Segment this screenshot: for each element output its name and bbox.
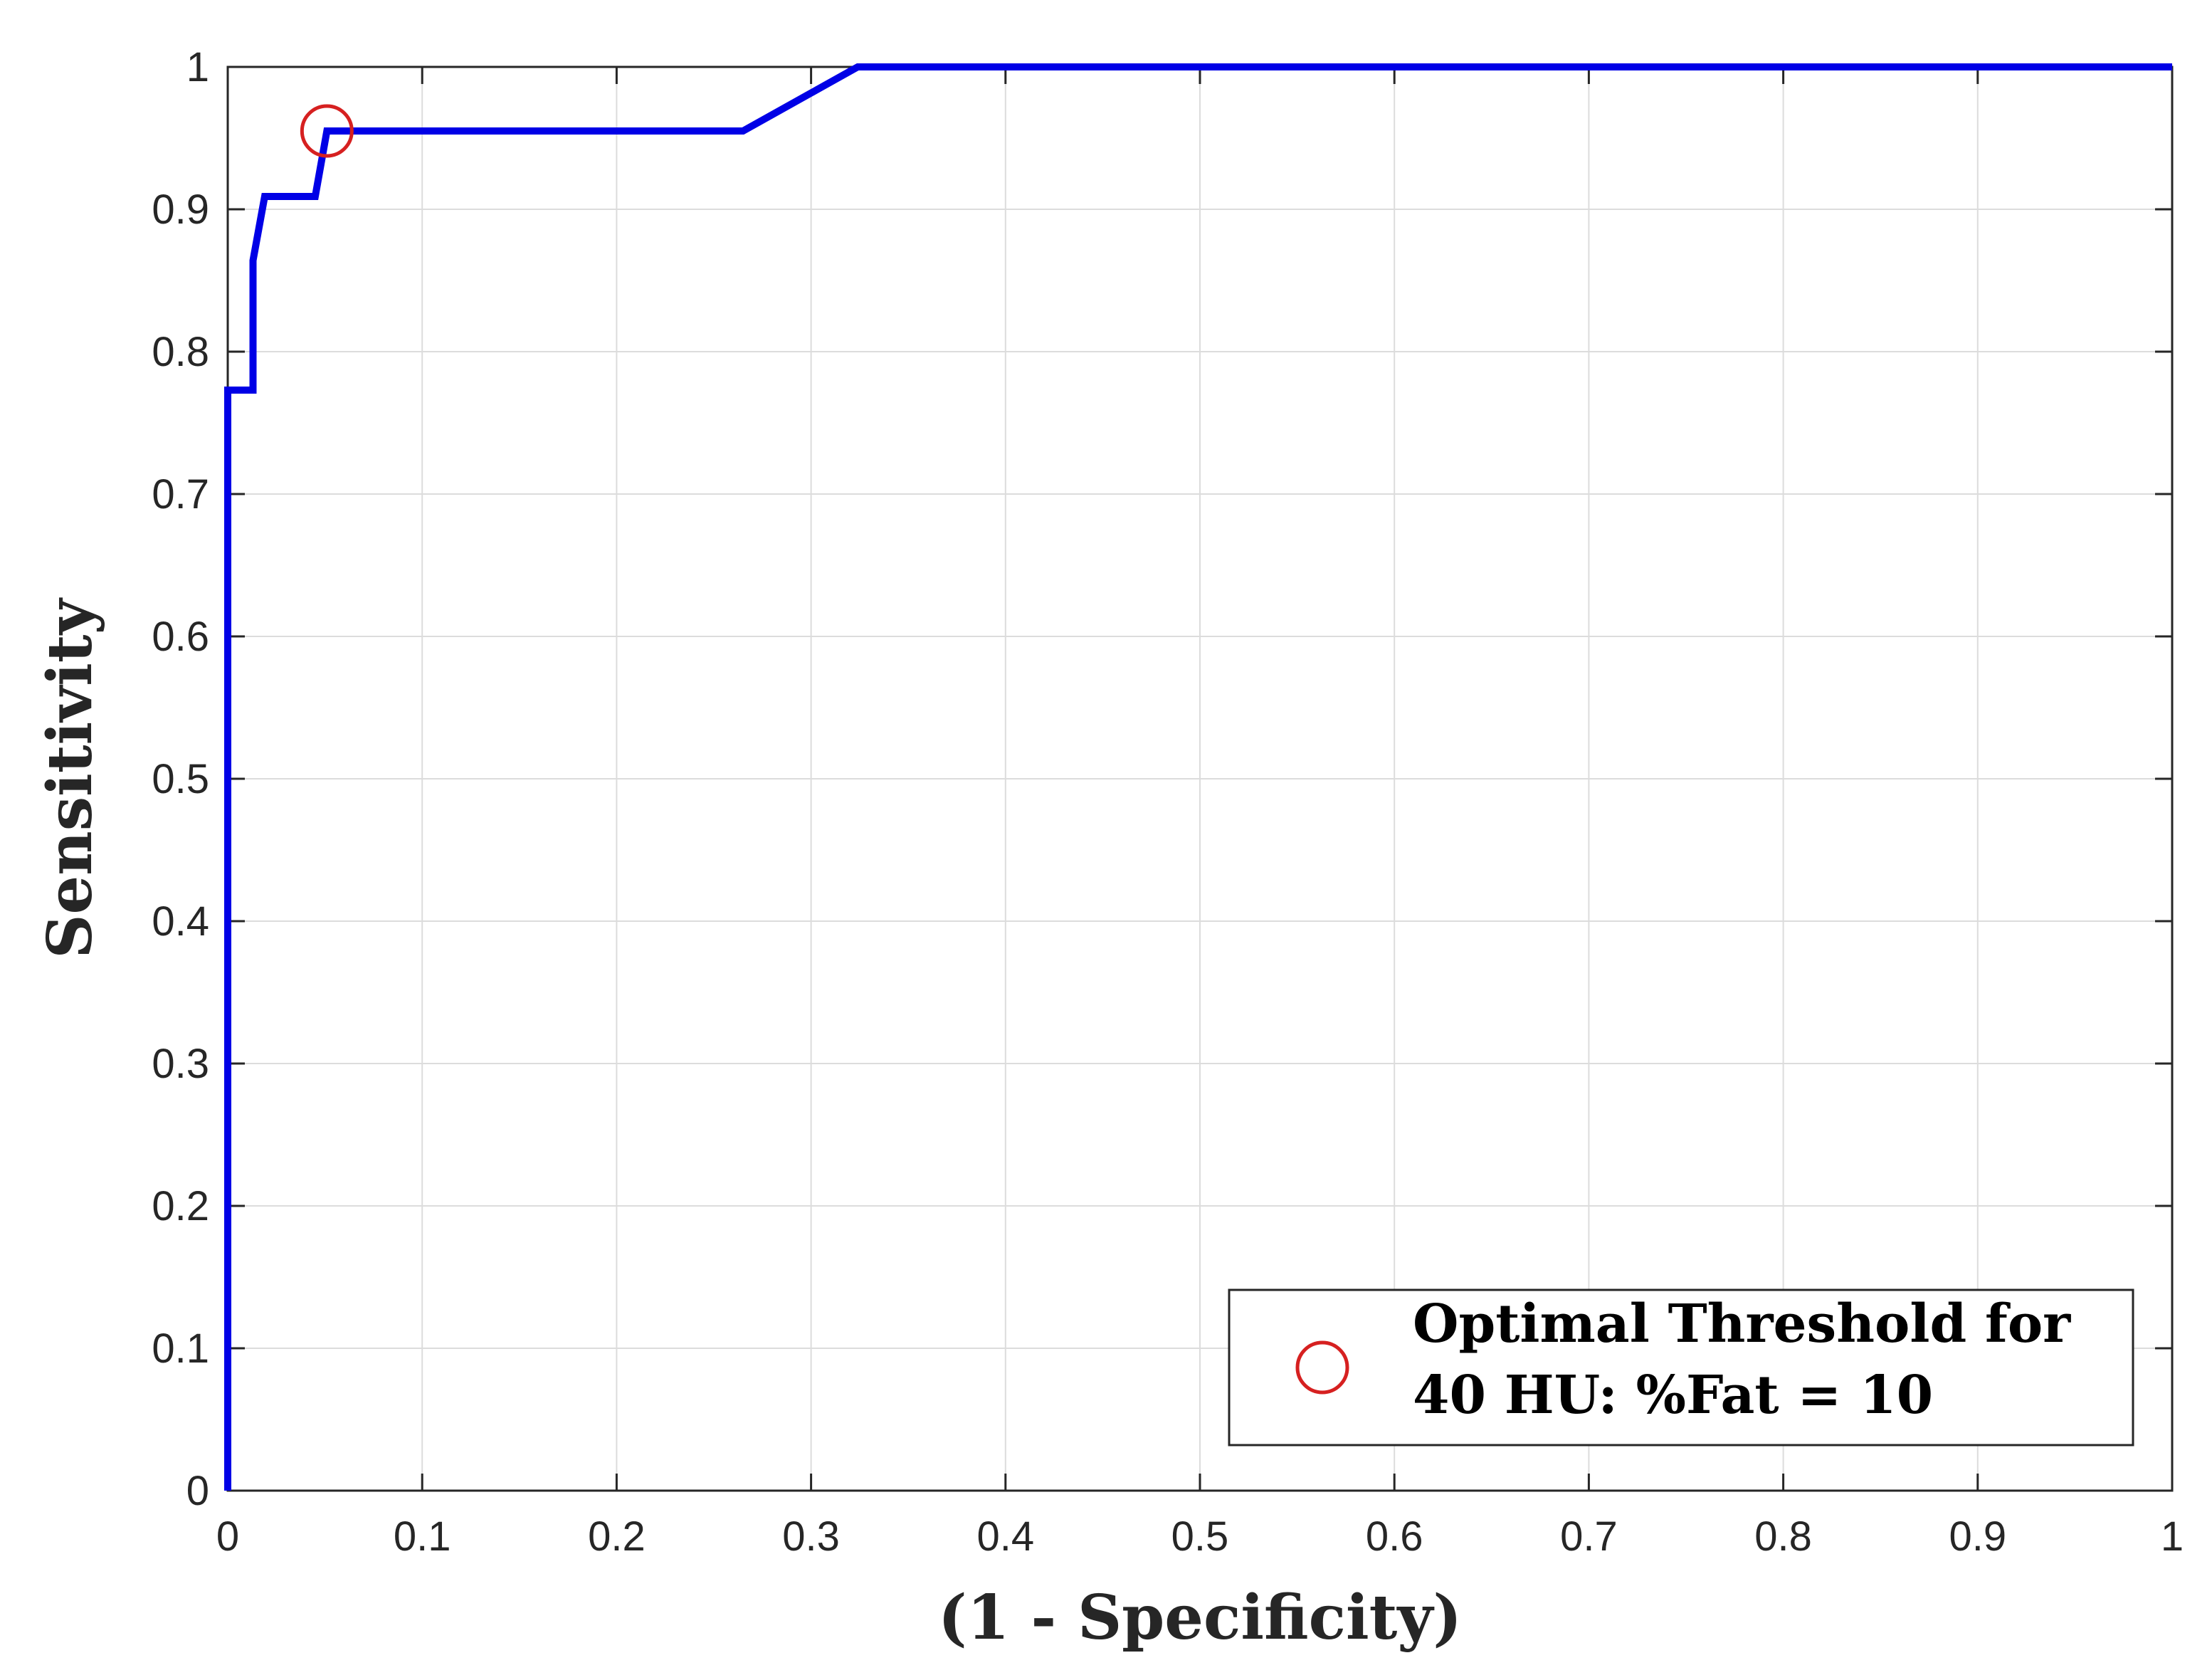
legend-box	[1228, 1288, 2134, 1447]
x-tick-label: 0.8	[1754, 1513, 1812, 1560]
x-tick-label: 0.6	[1366, 1513, 1423, 1560]
x-tick-label: 1	[2161, 1513, 2184, 1560]
marker-layer	[300, 104, 354, 158]
y-tick-label: 0.1	[152, 1325, 209, 1372]
y-tick-label: 0.9	[152, 187, 209, 233]
x-axis-title: (1 - Specificity)	[938, 1582, 1462, 1654]
y-tick-label: 0.2	[152, 1183, 209, 1229]
y-tick-label: 0.6	[152, 614, 209, 660]
x-tick-label: 0.2	[588, 1513, 646, 1560]
legend-label-line-2: 40 HU: %Fat = 10	[1413, 1365, 1933, 1426]
legend-marker-circle	[1295, 1340, 1349, 1395]
x-tick-label: 0.5	[1171, 1513, 1229, 1560]
x-tick-label: 0	[216, 1513, 239, 1560]
y-tick-label: 0.7	[152, 471, 209, 518]
x-tick-label: 0.9	[1949, 1513, 2006, 1560]
series-layer	[224, 63, 2172, 1491]
y-tick-label: 0.3	[152, 1041, 209, 1087]
legend-label-line-1: Optimal Threshold for	[1413, 1293, 2071, 1355]
y-tick-label: 0.5	[152, 756, 209, 802]
y-tick-label: 0	[186, 1468, 209, 1514]
x-tick-label: 0.1	[394, 1513, 451, 1560]
x-tick-label: 0.7	[1560, 1513, 1618, 1560]
x-tick-label: 0.4	[976, 1513, 1034, 1560]
x-tick-label: 0.3	[782, 1513, 840, 1560]
y-tick-label: 0.8	[152, 329, 209, 375]
y-axis-title: Sensitivity	[34, 597, 106, 958]
y-tick-labels: 0 0.1 0.2 0.3 0.4 0.5 0.6 0.7 0.8 0.9 1	[152, 44, 209, 1514]
optimal-threshold-marker	[300, 104, 354, 158]
y-tick-label: 0.4	[152, 898, 209, 945]
roc-curve-line	[224, 63, 2172, 1491]
x-tick-labels: 0 0.1 0.2 0.3 0.4 0.5 0.6 0.7 0.8 0.9 1	[216, 1513, 2184, 1560]
legend: Optimal Threshold for 40 HU: %Fat = 10	[1228, 1288, 2134, 1447]
y-tick-label: 1	[186, 44, 209, 90]
